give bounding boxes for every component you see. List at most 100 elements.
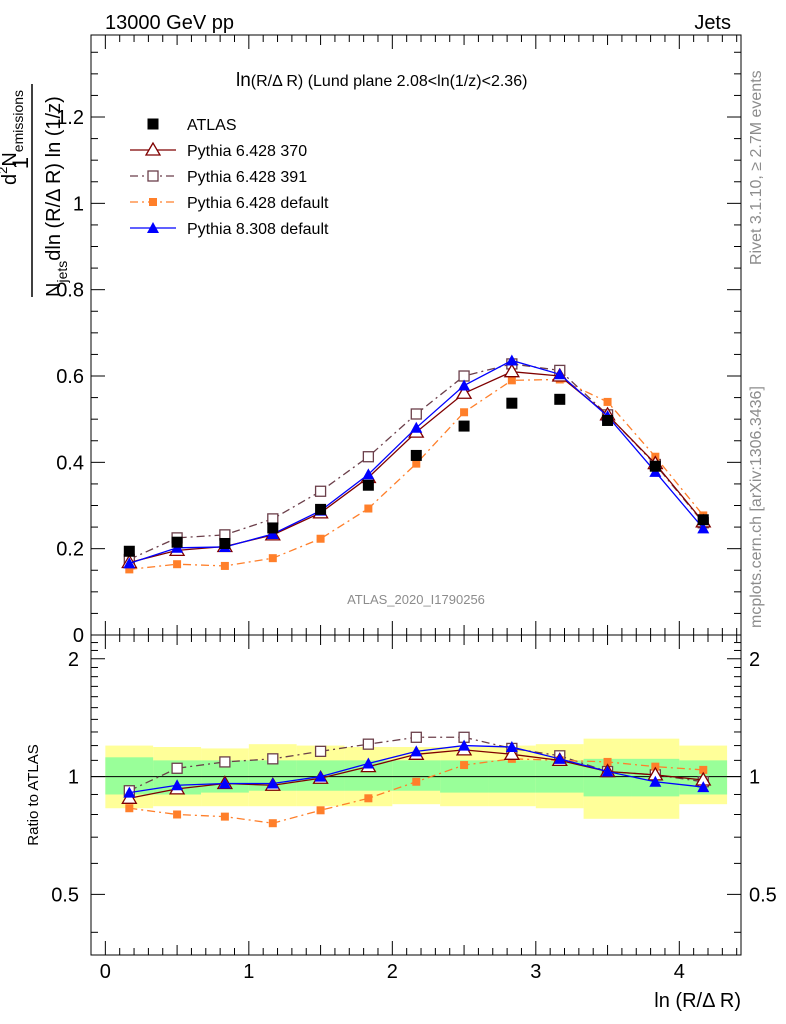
data-point xyxy=(314,485,327,497)
main-ytick-labels: 0 0.2 0.4 0.6 0.8 1 1.2 xyxy=(56,107,84,647)
data-point xyxy=(267,522,279,534)
main-title-ln: ln xyxy=(236,70,251,91)
series-pythia-6-428-default xyxy=(125,375,708,574)
main-ylabel: 1 d2Nemissions Njetsdln (R/Δ R) ln (1/z) xyxy=(0,84,70,297)
ratio-ytick-label: 1 xyxy=(68,767,79,789)
main-ytick-label: 0.8 xyxy=(56,280,84,302)
ratio-point xyxy=(267,753,279,765)
ratio-ytick-label-right: 1 xyxy=(749,767,760,789)
data-point xyxy=(554,393,566,405)
data-point xyxy=(603,397,612,406)
ylabel-d: d2Nemissions xyxy=(0,90,26,185)
xtick-label: 4 xyxy=(674,961,685,983)
ratio-point xyxy=(362,757,375,769)
legend-item-pythia-8-308-default: Pythia 8.308 default xyxy=(130,221,329,238)
main-title-detail: (R/Δ R) (Lund plane 2.08<ln(1/z)<2.36) xyxy=(251,73,528,90)
legend-item-pythia-6-428-370: Pythia 6.428 370 xyxy=(130,141,307,160)
main-panel: 0 0.2 0.4 0.6 0.8 1 1.2 ln(R/Δ R) (Lund plane … xyxy=(0,34,742,647)
data-point xyxy=(220,561,229,570)
ratio-point xyxy=(412,777,421,786)
data-point xyxy=(267,513,279,525)
ratio-point xyxy=(268,819,277,828)
legend-label: Pythia 8.308 default xyxy=(187,221,329,238)
data-point xyxy=(455,384,473,399)
data-point xyxy=(697,522,710,534)
legend-label: Pythia 6.428 391 xyxy=(187,169,307,186)
ratio-point xyxy=(503,746,520,760)
xtick-label: 1 xyxy=(243,961,254,983)
legend-marker xyxy=(147,170,159,182)
xtick-label: 3 xyxy=(530,961,541,983)
ratio-point xyxy=(603,757,612,766)
main-ytick-label: 0 xyxy=(73,625,84,647)
ratio-point xyxy=(171,779,184,791)
ratio-point xyxy=(697,781,710,793)
xlabel: ln (R/Δ R) xyxy=(654,990,741,1012)
data-point xyxy=(219,537,231,549)
legend-label: Pythia 6.428 default xyxy=(187,195,329,212)
ratio-point xyxy=(123,786,136,798)
ratio-ylabel: Ratio to ATLAS xyxy=(25,744,42,845)
main-ytick-label: 0.6 xyxy=(56,366,84,388)
header-right: Jets xyxy=(694,12,731,34)
ratio-point xyxy=(316,806,325,815)
legend-label: ATLAS xyxy=(187,117,237,134)
mcplots-label: mcplots.cern.ch [arXiv:1306.3436] xyxy=(748,386,765,628)
legend-item-pythia-6-428-default: Pythia 6.428 default xyxy=(130,195,329,212)
ratio-panel: 0.5 0.5 1 1 2 2 0 1 2 3 4 Ratio to ATLAS ln (R/Δ … xyxy=(25,634,777,1012)
ratio-point xyxy=(171,762,183,774)
ratio-point xyxy=(314,770,327,782)
rivet-label: Rivet 3.1.10, ≥ 2.7M events xyxy=(748,70,765,265)
main-series-layer xyxy=(121,354,712,574)
ylabel-denominator: Njetsdln (R/Δ R) ln (1/z) xyxy=(43,96,70,297)
ratio-ytick-labels: 0.5 0.5 1 1 2 2 xyxy=(51,649,777,907)
ratio-point xyxy=(362,738,375,750)
data-point xyxy=(503,363,520,378)
ratio-point xyxy=(410,731,422,743)
legend-item-atlas: ATLAS xyxy=(147,117,237,134)
data-point xyxy=(315,503,327,515)
ratio-point xyxy=(460,761,469,770)
data-point xyxy=(506,397,518,409)
data-point xyxy=(362,468,375,480)
main-ytick-label: 0.2 xyxy=(56,539,84,561)
legend: ATLAS Pythia 6.428 370 Pythia 6.428 391 Pyt… xyxy=(130,117,329,238)
data-point xyxy=(173,560,182,569)
xtick-label: 0 xyxy=(100,961,111,983)
legend-marker xyxy=(149,198,157,206)
data-point xyxy=(316,534,325,543)
ratio-ytick-label-right: 0.5 xyxy=(749,884,777,906)
main-ytick-label: 1 xyxy=(73,193,84,215)
data-point xyxy=(602,414,614,426)
ratio-point xyxy=(458,739,471,751)
data-point xyxy=(123,545,135,557)
data-point xyxy=(125,565,134,574)
data-point xyxy=(410,408,422,420)
ratio-series-layer xyxy=(121,731,712,828)
ratio-ytick-label: 2 xyxy=(68,649,79,671)
ylabel-one: 1 xyxy=(8,157,33,169)
data-point xyxy=(460,408,469,417)
ratio-series-pythia-8-308-default xyxy=(123,739,710,798)
data-point xyxy=(362,451,375,463)
main-ticks xyxy=(90,35,741,636)
ratio-point xyxy=(125,804,134,813)
ratio-point xyxy=(601,765,614,777)
data-point xyxy=(410,421,423,433)
main-ytick-label: 1.2 xyxy=(56,107,84,129)
data-point xyxy=(266,527,279,539)
ylabel-numerator: d2Nemissions xyxy=(0,90,26,185)
main-ytick-label: 0.4 xyxy=(56,452,84,474)
ratio-frame xyxy=(90,634,742,956)
data-point xyxy=(505,354,518,366)
series-line xyxy=(129,378,704,571)
ratio-point xyxy=(173,810,182,819)
data-point xyxy=(507,376,516,385)
data-point xyxy=(412,459,421,468)
data-point xyxy=(649,460,661,472)
xtick-label: 2 xyxy=(387,961,398,983)
ratio-point xyxy=(649,775,662,787)
data-point xyxy=(458,379,471,391)
ratio-point xyxy=(410,745,423,757)
